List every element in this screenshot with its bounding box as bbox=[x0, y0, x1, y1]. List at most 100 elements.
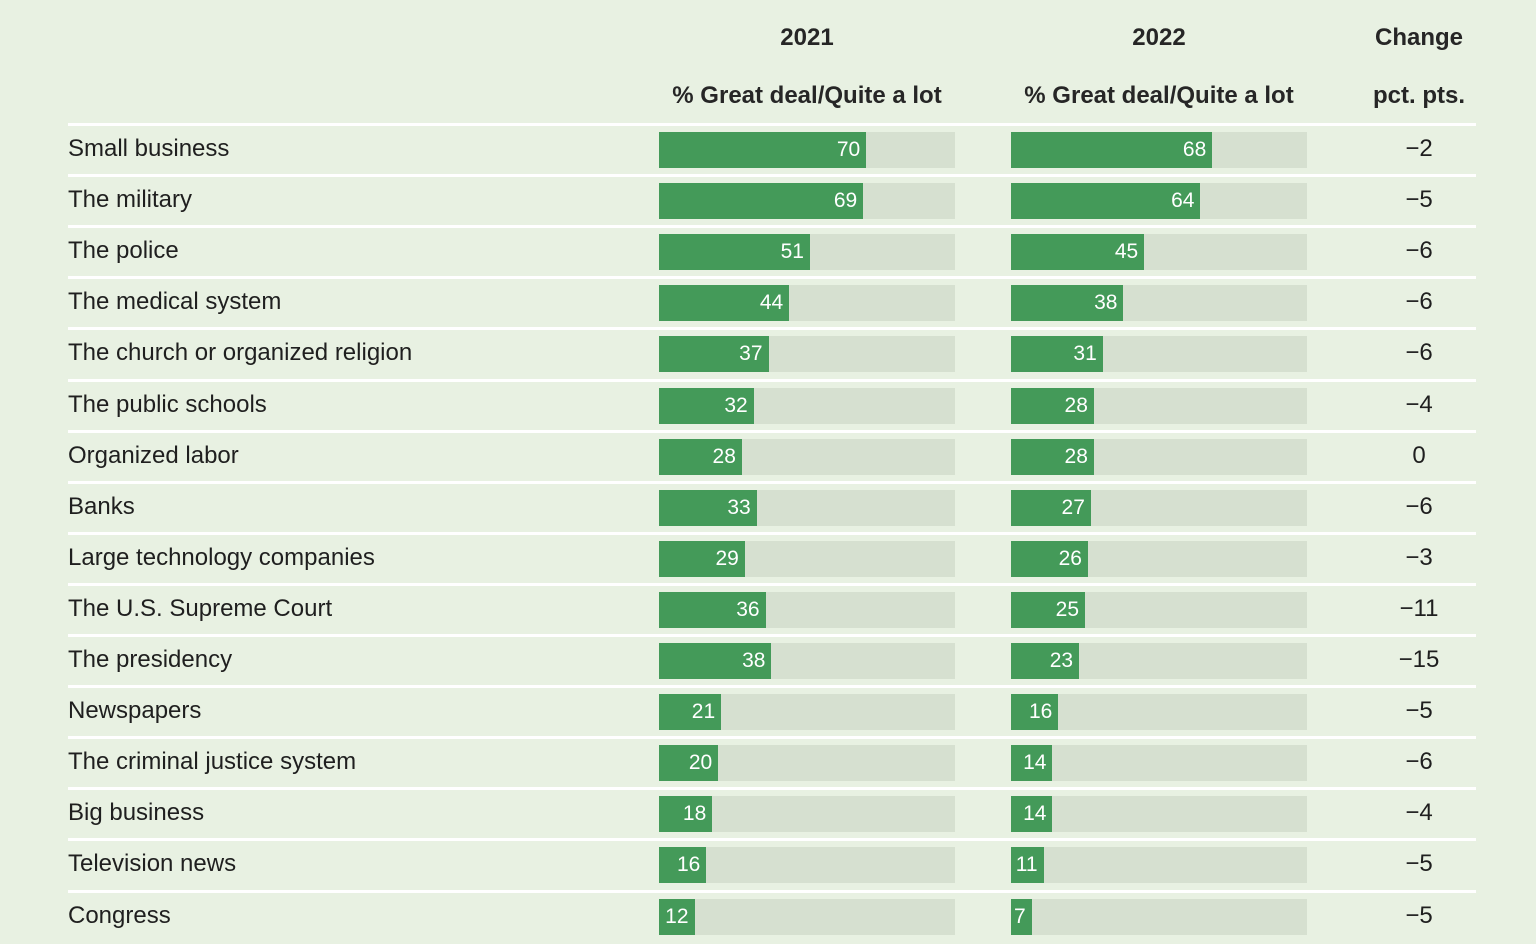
table-row: Small business 70 68 −2 bbox=[0, 125, 1536, 176]
category-label: The criminal justice system bbox=[68, 748, 357, 776]
bar-value-label: 14 bbox=[1023, 751, 1047, 775]
change-value: −5 bbox=[1405, 850, 1433, 878]
table-row: The public schools 32 28 −4 bbox=[0, 381, 1536, 432]
table-row: The presidency 38 23 −15 bbox=[0, 636, 1536, 687]
bar-2021: 16 bbox=[659, 847, 707, 884]
table-row: The U.S. Supreme Court 36 25 −11 bbox=[0, 585, 1536, 636]
table-row: Big business 18 14 −4 bbox=[0, 789, 1536, 840]
bar-value-label: 51 bbox=[780, 240, 804, 264]
bar-track-2021: 38 bbox=[659, 643, 955, 679]
bar-value-label: 25 bbox=[1055, 597, 1079, 621]
bar-2021: 21 bbox=[659, 694, 722, 731]
row-separator bbox=[68, 685, 1476, 689]
category-label: The U.S. Supreme Court bbox=[68, 594, 333, 622]
bar-value-label: 33 bbox=[727, 495, 751, 519]
change-value: −5 bbox=[1405, 186, 1433, 214]
bar-2022: 68 bbox=[1011, 132, 1213, 168]
bar-value-label: 64 bbox=[1171, 189, 1195, 213]
category-label: The police bbox=[68, 237, 179, 265]
bar-track-2022: 11 bbox=[1011, 847, 1307, 884]
row-separator bbox=[68, 889, 1476, 893]
bar-track-2021: 51 bbox=[659, 234, 955, 271]
bar-value-label: 45 bbox=[1114, 240, 1139, 264]
bar-track-2021: 28 bbox=[659, 438, 955, 475]
category-label: Large technology companies bbox=[68, 543, 375, 571]
bar-2022: 11 bbox=[1011, 847, 1044, 884]
bar-value-label: 26 bbox=[1058, 546, 1082, 570]
bar-value-label: 38 bbox=[742, 649, 766, 672]
change-value: −6 bbox=[1405, 492, 1433, 520]
bar-2021: 12 bbox=[659, 898, 695, 935]
bar-2021: 69 bbox=[659, 183, 864, 220]
bar-value-label: 28 bbox=[1064, 393, 1088, 417]
bar-2021: 20 bbox=[659, 745, 719, 782]
bar-value-label: 37 bbox=[739, 342, 763, 366]
bar-2022: 16 bbox=[1011, 694, 1059, 731]
row-separator bbox=[68, 123, 1476, 126]
bar-2022: 28 bbox=[1011, 438, 1094, 475]
bar-2022: 28 bbox=[1011, 387, 1094, 424]
bar-value-label: 36 bbox=[736, 597, 760, 621]
bar-track-2021: 12 bbox=[659, 898, 955, 935]
category-label: Banks bbox=[68, 492, 135, 520]
change-value: −5 bbox=[1405, 697, 1433, 725]
bar-2021: 33 bbox=[659, 489, 757, 526]
category-label: Television news bbox=[68, 850, 237, 878]
bar-track-2022: 16 bbox=[1011, 694, 1307, 731]
row-separator bbox=[68, 276, 1476, 280]
row-separator bbox=[68, 838, 1476, 842]
bar-value-label: 70 bbox=[836, 138, 861, 161]
row-separator bbox=[68, 174, 1476, 178]
category-label: Newspapers bbox=[68, 697, 202, 725]
bar-value-label: 38 bbox=[1094, 291, 1118, 315]
change-value: −11 bbox=[1399, 594, 1439, 622]
bar-track-2022: 7 bbox=[1011, 898, 1307, 935]
table-row: Large technology companies 29 26 −3 bbox=[0, 534, 1536, 585]
bar-2022: 25 bbox=[1011, 591, 1085, 628]
header-year-2022: 2022 bbox=[1132, 24, 1186, 51]
row-separator bbox=[68, 634, 1476, 637]
bar-value-label: 44 bbox=[759, 291, 784, 315]
change-value: −6 bbox=[1405, 288, 1433, 316]
change-value: −6 bbox=[1405, 339, 1433, 367]
table-row: The medical system 44 38 −6 bbox=[0, 278, 1536, 329]
row-separator bbox=[68, 327, 1476, 331]
bar-track-2022: 45 bbox=[1011, 234, 1307, 271]
bar-value-label: 18 bbox=[682, 802, 707, 826]
bar-value-label: 14 bbox=[1023, 802, 1047, 826]
bar-2021: 36 bbox=[659, 591, 766, 628]
bar-track-2022: 23 bbox=[1011, 643, 1307, 679]
row-separator bbox=[68, 582, 1476, 586]
bar-2022: 14 bbox=[1011, 745, 1053, 782]
bar-track-2021: 29 bbox=[659, 540, 955, 577]
row-separator bbox=[68, 787, 1476, 791]
header-metric-2022: % Great deal/Quite a lot bbox=[1024, 82, 1294, 109]
table-row: Banks 33 27 −6 bbox=[0, 483, 1536, 534]
bar-2022: 38 bbox=[1011, 285, 1124, 322]
bar-track-2022: 64 bbox=[1011, 183, 1307, 220]
bar-track-2022: 28 bbox=[1011, 438, 1307, 475]
bar-2022: 14 bbox=[1011, 796, 1053, 833]
bar-track-2021: 36 bbox=[659, 591, 955, 628]
bar-track-2022: 38 bbox=[1011, 285, 1307, 322]
category-label: Organized labor bbox=[68, 441, 239, 469]
bar-track-2021: 37 bbox=[659, 336, 955, 373]
bar-track-2022: 31 bbox=[1011, 336, 1307, 373]
bar-2021: 37 bbox=[659, 336, 769, 373]
change-value: −6 bbox=[1405, 748, 1433, 776]
table-row: Organized labor 28 28 0 bbox=[0, 432, 1536, 483]
row-separator bbox=[68, 378, 1476, 382]
bar-2022: 27 bbox=[1011, 489, 1091, 526]
bar-value-label: 32 bbox=[724, 393, 748, 417]
bar-track-2021: 70 bbox=[659, 132, 955, 168]
bar-track-2022: 27 bbox=[1011, 489, 1307, 526]
change-value: 0 bbox=[1412, 441, 1426, 469]
change-value: −2 bbox=[1405, 135, 1433, 162]
bar-value-label: 16 bbox=[677, 853, 701, 877]
row-separator bbox=[68, 736, 1476, 740]
table-row: The church or organized religion 37 31 −6 bbox=[0, 329, 1536, 380]
bar-2022: 23 bbox=[1011, 643, 1080, 679]
row-separator bbox=[68, 480, 1476, 484]
row-separator bbox=[68, 429, 1476, 433]
bar-value-label: 68 bbox=[1182, 138, 1207, 161]
